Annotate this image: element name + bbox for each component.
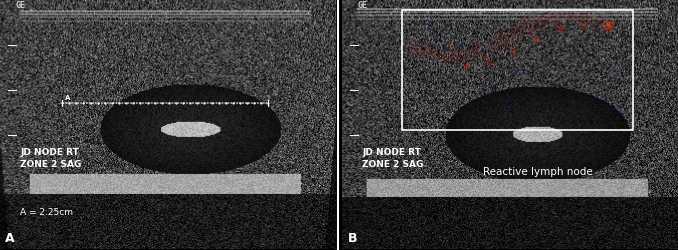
Text: GE: GE	[15, 1, 25, 10]
Text: A: A	[5, 232, 15, 245]
Text: JD NODE RT: JD NODE RT	[363, 148, 421, 157]
Text: GE: GE	[357, 1, 367, 10]
Text: A = 2.25cm: A = 2.25cm	[20, 208, 73, 217]
Text: B: B	[347, 232, 357, 245]
Text: Reactive lymph node: Reactive lymph node	[483, 167, 593, 177]
Text: A: A	[65, 95, 71, 101]
Bar	[403, 10, 633, 130]
Text: ZONE 2 SAG: ZONE 2 SAG	[20, 160, 81, 169]
Text: ZONE 2 SAG: ZONE 2 SAG	[363, 160, 424, 169]
Text: JD NODE RT: JD NODE RT	[20, 148, 79, 157]
